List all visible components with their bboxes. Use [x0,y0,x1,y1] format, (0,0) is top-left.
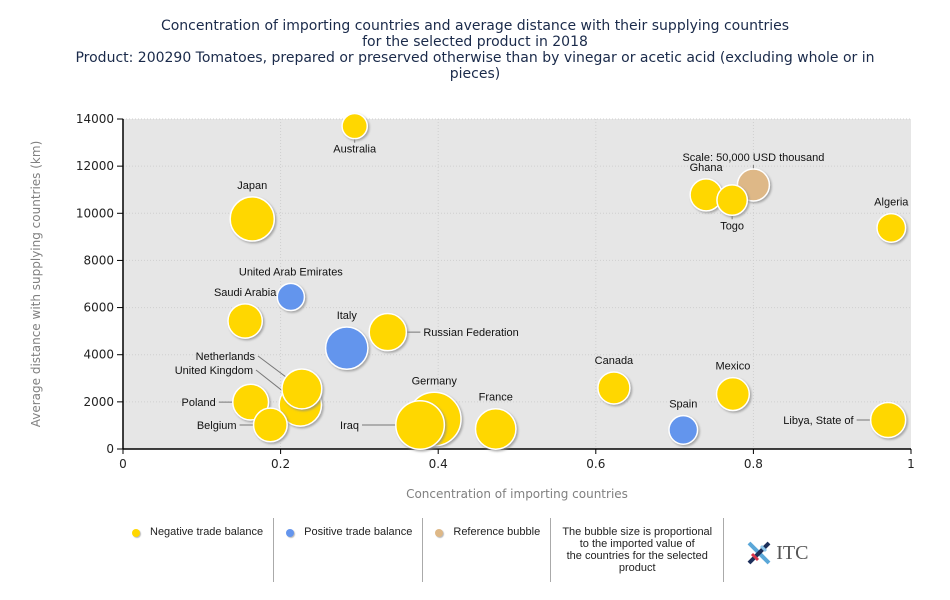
bubble-poland[interactable] [232,383,270,421]
y-tick-label: 14000 [76,112,114,126]
bubble-label: Saudi Arabia [214,287,277,299]
x-tick-label: 1 [907,457,915,471]
note-line: to the imported value of [579,538,695,550]
title-line-3: Product: 200290 Tomatoes, prepared or pr… [75,50,875,66]
legend-label: Negative trade balance [150,526,264,538]
y-tick-label: 12000 [76,159,114,173]
legend-label: Positive trade balance [304,526,413,538]
bubble-label: Italy [337,310,358,322]
title-line-1: Concentration of importing countries and… [160,18,790,34]
x-tick-label: 0.2 [271,457,290,471]
bubble-label: Togo [720,220,744,232]
bubble-togo[interactable] [716,184,749,217]
legend-divider [273,518,275,582]
x-tick-label: 0.8 [744,457,763,471]
bubble-label: Mexico [715,361,750,373]
bubble-spain[interactable] [668,414,699,445]
y-tick-label: 4000 [83,348,114,362]
title-line-4: pieces) [449,66,501,82]
legend-divider [422,518,424,582]
legend-divider [723,518,725,582]
bubble-label: United Kingdom [175,365,253,377]
bubble-italy[interactable] [324,326,369,371]
bubble-label: Russian Federation [423,327,518,339]
blue-dot-icon [286,529,295,537]
bubble-label: France [479,392,513,404]
bubble-label: Iraq [340,420,359,432]
bubble-label: Poland [182,397,216,409]
legend-label: Reference bubble [453,526,541,538]
itc-logo-icon [747,541,771,565]
grid-lines [123,118,911,449]
bubble-saudi-arabia[interactable] [227,303,264,339]
y-tick-label: 6000 [83,301,114,315]
bubble-label: Ghana [690,162,724,174]
legend-size-note: The bubble size is proportional to the i… [551,518,723,580]
axes: 0 0.2 0.4 0.6 0.8 1 0 2000 4000 6000 8000 10000 1200… [76,112,915,471]
bubble-label: Japan [237,180,267,192]
tan-dot-icon [435,529,444,537]
legend-item-reference[interactable]: Reference bubble [423,518,550,582]
bubble-algeria[interactable] [876,212,907,243]
bubble-united-arab-emirates[interactable] [276,282,306,312]
legend-divider [550,518,552,582]
x-tick-label: 0.6 [586,457,605,471]
legend: Negative trade balance Positive trade ba… [120,518,808,582]
bubble-label: Spain [669,399,697,411]
bubble-australia[interactable] [341,112,369,140]
bubble-canada[interactable] [597,371,631,405]
y-tick-label: 0 [106,442,114,456]
legend-item-negative[interactable]: Negative trade balance [120,518,273,582]
bubble-label: Canada [595,355,634,367]
note-line: The bubble size is proportional [562,526,713,538]
bubble-label: Belgium [197,420,237,432]
bubble-iraq[interactable] [395,399,446,450]
y-tick-label: 8000 [83,253,114,267]
bubble-label: Libya, State of [783,415,854,427]
bubble-netherlands[interactable] [281,368,323,410]
bubble-belgium[interactable] [252,407,288,443]
yellow-dot-icon [132,529,140,537]
chart-title: Concentration of importing countries and… [0,18,950,82]
bubble-label: Germany [412,375,458,387]
itc-logo-text: ITC [776,541,809,564]
x-axis-label: Concentration of importing countries [406,487,628,501]
note-line: the countries for the selected [566,550,708,562]
note-line: product [618,562,656,574]
x-tick-label: 0 [119,457,127,471]
title-line-2: for the selected product in 2018 [362,34,588,50]
bubble-chart: 0 0.2 0.4 0.6 0.8 1 0 2000 4000 6000 8000 10000 1200… [29,112,915,501]
bubble-label: United Arab Emirates [239,266,343,278]
y-tick-label: 2000 [83,395,114,409]
bubble-france[interactable] [474,407,517,450]
bubble-labels: Australia Japan United Arab Emirates Saudi … [175,144,910,432]
bubbles [227,112,907,450]
bubble-libya-state-of[interactable] [869,401,907,439]
bubble-label: Netherlands [196,351,256,363]
bubble-mexico[interactable] [715,376,751,412]
bubble-label: Scale: 50,000 USD thousand [682,152,824,164]
x-tick-label: 0.4 [429,457,448,471]
y-axis-label: Average distance with supplying countrie… [29,141,43,428]
legend-item-positive[interactable]: Positive trade balance [274,518,422,582]
bubble-russian-federation[interactable] [368,312,408,352]
bubble-label: Algeria [874,197,909,209]
y-tick-label: 10000 [76,206,114,220]
bubble-label: Australia [333,144,377,156]
itc-logo[interactable]: ITC [724,518,808,580]
bubble-japan[interactable] [229,196,276,242]
